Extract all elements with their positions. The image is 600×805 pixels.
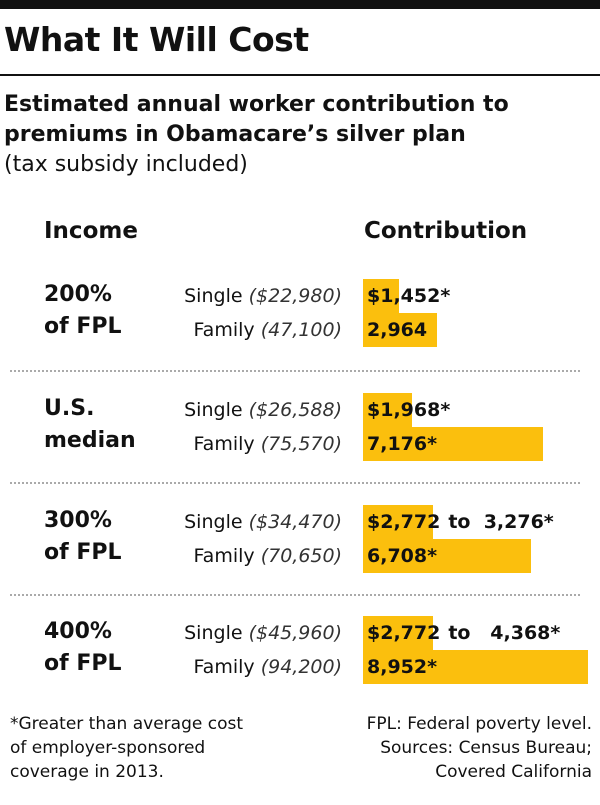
household-income: (47,100) xyxy=(260,319,342,341)
contribution-column-header: Contribution xyxy=(364,218,528,244)
value-label: $2,772 to 4,368* xyxy=(367,616,560,650)
value-text: $2,772 xyxy=(367,511,441,533)
household-income: (70,650) xyxy=(260,545,342,567)
household-type: Single xyxy=(184,511,243,533)
group-label: 200% xyxy=(44,282,112,307)
footnote-line: *Greater than average cost xyxy=(10,714,243,734)
contribution-bar xyxy=(363,505,433,539)
group-label: of FPL xyxy=(44,540,122,565)
household-income: (94,200) xyxy=(260,656,342,678)
footnote: *Greater than average cost of employer-s… xyxy=(10,712,310,784)
source-line: FPL: Federal poverty level. xyxy=(366,714,592,734)
value-label: 7,176* xyxy=(367,427,437,461)
chart-title: What It Will Cost xyxy=(4,20,309,59)
row-label: Single ($45,960) xyxy=(120,620,342,646)
subtitle-note: (tax subsidy included) xyxy=(4,152,248,177)
row-label: Single ($26,588) xyxy=(120,397,342,423)
row-label: Family (75,570) xyxy=(120,431,343,457)
household-type: Family xyxy=(193,433,255,455)
household-income: ($22,980) xyxy=(248,285,342,307)
household-type: Single xyxy=(184,399,243,421)
household-income: ($45,960) xyxy=(248,622,342,644)
source-note: FPL: Federal poverty level. Sources: Cen… xyxy=(312,712,592,784)
group-label: 400% xyxy=(44,619,112,644)
subtitle-line-2: premiums in Obamacare’s silver plan xyxy=(4,122,466,147)
group-divider xyxy=(10,594,580,596)
value-label: 8,952* xyxy=(367,650,437,684)
household-income: ($34,470) xyxy=(248,511,342,533)
contribution-bar xyxy=(363,279,399,313)
group-label: U.S. xyxy=(44,396,95,421)
household-type: Family xyxy=(193,545,255,567)
household-type: Single xyxy=(184,622,243,644)
value-text: 2,964 xyxy=(367,319,428,341)
household-income: ($26,588) xyxy=(248,399,342,421)
value-text: 6,708* xyxy=(367,545,438,567)
value-text: $1,968* xyxy=(367,399,451,421)
group-label: of FPL xyxy=(44,314,122,339)
group-divider xyxy=(10,482,580,484)
group-divider xyxy=(10,370,580,372)
value-text: 7,176* xyxy=(367,433,438,455)
value-text: 8,952* xyxy=(367,656,438,678)
group-label: median xyxy=(44,428,136,453)
income-column-header: Income xyxy=(44,218,138,244)
group-label: 300% xyxy=(44,508,112,533)
value-label: $1,968* xyxy=(367,393,450,427)
range-text: to 3,276* xyxy=(448,511,554,533)
row-label: Family (70,650) xyxy=(120,543,343,569)
value-text: $2,772 xyxy=(367,622,441,644)
title-rule xyxy=(0,74,600,76)
contribution-bar xyxy=(363,616,433,650)
value-label: 2,964 xyxy=(367,313,427,347)
household-income: (75,570) xyxy=(260,433,342,455)
row-label: Single ($22,980) xyxy=(120,283,342,309)
footnote-line: coverage in 2013. xyxy=(10,762,164,782)
row-label: Family (47,100) xyxy=(120,317,343,343)
group-label: of FPL xyxy=(44,651,122,676)
household-type: Single xyxy=(184,285,243,307)
contribution-bar xyxy=(363,313,437,347)
row-label: Family (94,200) xyxy=(120,654,343,680)
household-type: Family xyxy=(193,319,255,341)
value-label: $1,452* xyxy=(367,279,450,313)
value-label: $2,772 to 3,276* xyxy=(367,505,554,539)
source-line: Covered California xyxy=(435,762,592,782)
contribution-bar xyxy=(363,650,588,684)
row-label: Single ($34,470) xyxy=(120,509,342,535)
chart-subtitle: Estimated annual worker contribution to … xyxy=(4,90,509,150)
household-type: Family xyxy=(193,656,255,678)
contribution-bar xyxy=(363,539,531,573)
value-text: $1,452* xyxy=(367,285,451,307)
top-rule xyxy=(0,0,600,9)
subtitle-line-1: Estimated annual worker contribution to xyxy=(4,92,509,117)
value-label: 6,708* xyxy=(367,539,437,573)
footnote-line: of employer-sponsored xyxy=(10,738,206,758)
contribution-bar xyxy=(363,393,412,427)
contribution-bar xyxy=(363,427,543,461)
range-text: to 4,368* xyxy=(448,622,561,644)
source-line: Sources: Census Bureau; xyxy=(380,738,592,758)
